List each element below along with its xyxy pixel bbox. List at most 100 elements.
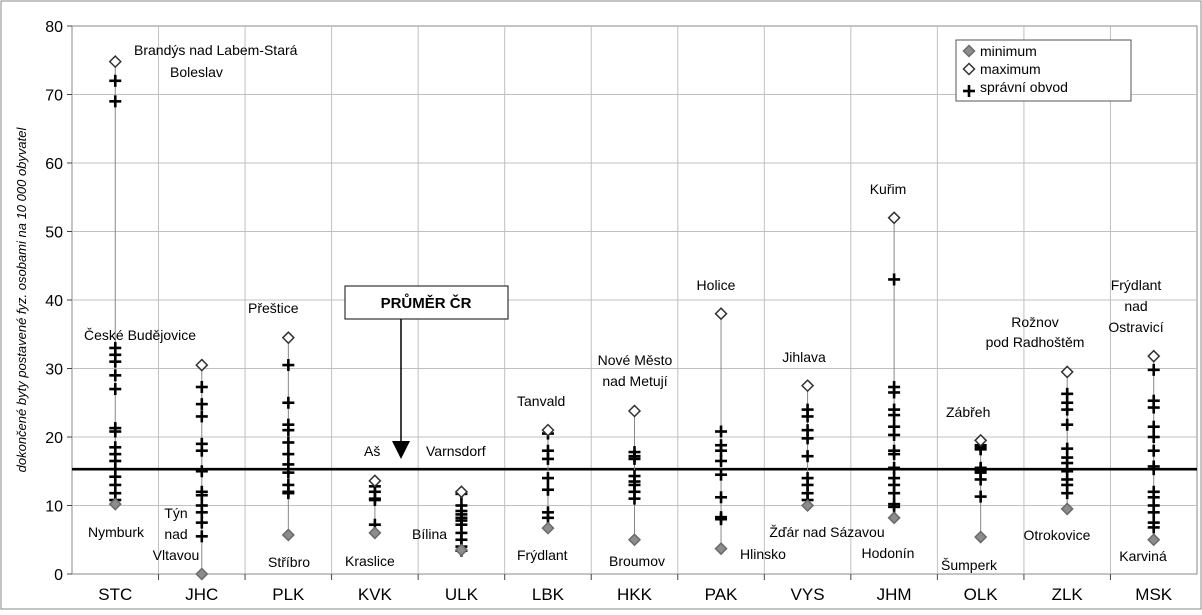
point-spravni-obvod	[195, 506, 208, 519]
point-spravni-obvod	[282, 487, 295, 500]
point-spravni-obvod	[715, 444, 728, 457]
point-spravni-obvod	[888, 461, 901, 474]
annotation-label: Nové Město nad Metují	[598, 352, 673, 389]
legend-entry: minimum	[980, 43, 1037, 59]
annotation-label: Frýdlant nad Ostravicí	[1108, 277, 1163, 335]
legend-marker-minimum	[962, 44, 976, 58]
annotation-label: Brandýs nad Labem-Stará Boleslav	[134, 42, 298, 80]
annotation-label: Broumov	[609, 553, 665, 569]
x-tick-label: MSK	[1135, 585, 1173, 604]
point-spravni-obvod	[109, 369, 122, 382]
x-tick-label: PAK	[705, 585, 738, 604]
legend-box	[955, 39, 1132, 102]
annotation-line: Brandýs nad Labem-Stará	[134, 42, 298, 58]
point-spravni-obvod	[195, 465, 208, 478]
point-spravni-obvod	[888, 273, 901, 286]
x-tick-label: JHM	[877, 585, 912, 604]
x-tick-label: ZLK	[1052, 585, 1084, 604]
point-spravni-obvod	[282, 448, 295, 461]
point-maximum	[714, 307, 728, 321]
point-spravni-obvod	[1147, 521, 1160, 534]
annotation-label: Frýdlant	[517, 547, 568, 563]
point-maximum	[195, 358, 209, 372]
x-tick-label: ULK	[445, 585, 479, 604]
point-spravni-obvod	[801, 432, 814, 445]
average-callout-label: PRŮMĚR ČR	[381, 293, 472, 312]
annotation-line: Týn	[164, 505, 187, 521]
point-maximum	[454, 485, 468, 499]
point-maximum	[887, 211, 901, 225]
point-spravni-obvod	[1061, 418, 1074, 431]
point-spravni-obvod	[888, 428, 901, 441]
point-spravni-obvod	[628, 492, 641, 505]
y-tick-label: 30	[45, 362, 63, 379]
point-spravni-obvod	[1147, 444, 1160, 457]
point-spravni-obvod	[715, 513, 728, 526]
annotation-label: Žďár nad Sázavou	[769, 524, 884, 540]
legend-marker-maximum	[962, 62, 976, 76]
x-tick-label: HKK	[617, 585, 653, 604]
point-minimum	[541, 521, 555, 535]
x-tick-label: JHC	[185, 585, 218, 604]
annotation-label: Šumperk	[941, 557, 998, 573]
point-spravni-obvod	[888, 500, 901, 513]
annotation-label: Aš	[364, 443, 380, 459]
annotation-label: Varnsdorf	[426, 443, 486, 459]
point-spravni-obvod	[801, 410, 814, 423]
point-maximum	[1147, 349, 1161, 363]
point-spravni-obvod	[628, 452, 641, 465]
annotation-line: nad	[164, 526, 187, 542]
point-minimum	[801, 498, 815, 513]
annotation-label: Týn nad Vltavou	[153, 505, 200, 563]
point-spravni-obvod	[109, 74, 122, 87]
annotation-label: Rožnov pod Radhoštěm	[986, 314, 1085, 350]
annotation-label: Stříbro	[268, 554, 310, 570]
annotation-label: Holice	[697, 277, 736, 293]
point-spravni-obvod	[715, 491, 728, 504]
point-minimum	[887, 511, 901, 525]
point-spravni-obvod	[1147, 506, 1160, 519]
point-spravni-obvod	[1147, 401, 1160, 414]
point-minimum	[195, 567, 209, 581]
annotation-label: Přeštice	[248, 300, 299, 316]
annotation-label: Otrokovice	[1024, 527, 1091, 543]
annotation-label: Bílina	[412, 526, 447, 542]
point-maximum	[368, 474, 382, 488]
point-spravni-obvod	[282, 359, 295, 372]
annotation-label: Jihlava	[782, 349, 826, 365]
point-maximum	[627, 404, 642, 418]
annotation-line: Vltavou	[153, 547, 200, 563]
y-axis-title: dokončené byty postavené fyz. osobami na…	[14, 127, 29, 473]
legend	[955, 39, 1132, 102]
point-spravni-obvod	[1147, 431, 1160, 443]
x-tick-label: VYS	[791, 585, 825, 604]
point-maximum	[281, 331, 295, 345]
point-spravni-obvod	[715, 454, 728, 467]
annotation-label: Tanvald	[517, 393, 565, 409]
y-tick-label: 0	[54, 567, 63, 584]
point-spravni-obvod	[1061, 487, 1074, 500]
point-maximum	[1060, 365, 1074, 379]
point-maximum	[974, 433, 988, 447]
y-tick-label: 50	[45, 225, 63, 242]
annotation-label: Zábřeh	[946, 404, 990, 420]
x-tick-label: PLK	[272, 585, 305, 604]
point-spravni-obvod	[368, 494, 381, 507]
point-spravni-obvod	[195, 516, 208, 529]
y-tick-label: 60	[45, 156, 63, 173]
point-spravni-obvod	[888, 409, 901, 422]
x-tick-label: STC	[98, 585, 132, 604]
annotation-line: Nové Město	[598, 352, 673, 368]
annotation-line: nad	[1124, 298, 1147, 314]
point-minimum	[281, 528, 295, 542]
annotation-label: Hlinsko	[740, 546, 786, 562]
y-tick-label: 70	[45, 88, 63, 105]
point-spravni-obvod	[888, 448, 901, 461]
x-tick-label: OLK	[964, 585, 999, 604]
annotation-line: Rožnov	[1011, 314, 1058, 330]
annotation-line: Frýdlant	[1111, 277, 1162, 293]
point-spravni-obvod	[282, 436, 295, 449]
point-spravni-obvod	[109, 95, 122, 108]
